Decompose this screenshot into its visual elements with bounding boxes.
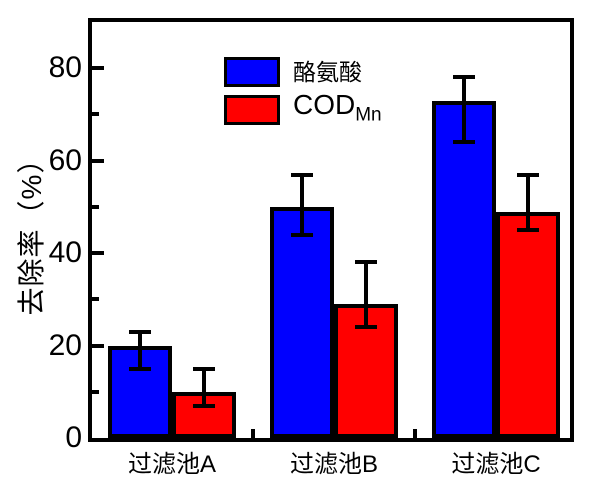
x-boundary-tick <box>413 429 417 438</box>
error-bar-line <box>138 331 142 369</box>
error-bar-cap-top <box>193 366 215 371</box>
y-minor-tick <box>92 297 99 302</box>
error-bar-cap-top <box>291 172 313 177</box>
error-bar-cap-bottom <box>129 366 151 371</box>
error-bar-cap-bottom <box>193 403 215 408</box>
y-tick-label: 20 <box>48 328 82 362</box>
legend-swatch-red <box>224 95 280 126</box>
error-bar-cap-bottom <box>517 228 539 232</box>
bar-series1-2 <box>270 206 334 438</box>
error-bar-line <box>300 174 304 235</box>
y-tick-label: 40 <box>48 236 82 270</box>
error-bar-line <box>202 368 206 406</box>
legend-label-cod-sub: Mn <box>355 104 382 126</box>
error-bar-line <box>364 262 368 328</box>
bar-series1-3 <box>432 100 496 438</box>
legend-label-tyrosine: 酪氨酸 <box>293 59 362 85</box>
y-tick-label: 60 <box>48 143 82 177</box>
legend-label-codmn: CODMn <box>293 90 382 131</box>
x-category-label: 过滤池B <box>289 451 378 478</box>
error-bar-cap-bottom <box>291 232 313 237</box>
error-bar-cap-top <box>129 329 151 334</box>
y-minor-tick <box>92 204 99 209</box>
error-bar-cap-bottom <box>453 140 475 145</box>
y-minor-tick <box>92 112 99 117</box>
plot-area-inner <box>92 22 570 438</box>
legend-row-tyrosine: 酪氨酸 <box>224 57 382 87</box>
legend-label-cod-main: COD <box>293 89 356 120</box>
y-tick-label: 0 <box>65 421 82 454</box>
legend-swatch-blue <box>224 57 280 87</box>
y-tick-label: 80 <box>48 51 82 85</box>
plot-area: 酪氨酸 CODMn <box>88 18 574 442</box>
error-bar-cap-bottom <box>355 325 377 330</box>
error-bar-line <box>526 174 530 230</box>
y-minor-tick <box>92 389 99 394</box>
error-bar-cap-top <box>453 75 475 80</box>
error-bar-line <box>462 77 466 143</box>
x-boundary-tick <box>251 429 255 438</box>
legend: 酪氨酸 CODMn <box>224 57 382 131</box>
y-major-tick <box>92 158 104 163</box>
error-bar-cap-top <box>517 172 539 177</box>
bar-series2-3 <box>496 211 560 438</box>
legend-row-codmn: CODMn <box>224 90 382 131</box>
y-major-tick <box>92 343 104 348</box>
bar-series2-2 <box>334 303 398 438</box>
y-major-tick <box>92 251 104 256</box>
error-bar-cap-top <box>355 260 377 265</box>
x-category-label: 过滤池C <box>451 451 541 478</box>
x-category-label: 过滤池A <box>127 451 216 478</box>
y-major-tick <box>92 66 104 71</box>
